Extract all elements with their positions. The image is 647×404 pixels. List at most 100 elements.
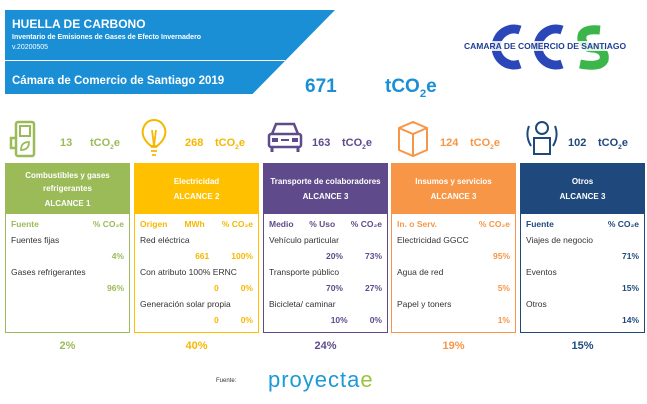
category-share: 24%: [314, 340, 337, 352]
table-cell: 100%: [231, 251, 253, 261]
table-row-values: 15%: [526, 280, 639, 296]
column-headers: Medio % Uso % CO₂e: [269, 216, 382, 232]
table-row-label: Electricidad GGCC: [397, 235, 469, 245]
category-title: Transporte de colaboradores: [270, 177, 381, 186]
scope-card-header: Otros ALCANCE 3: [521, 164, 644, 214]
scope-card-header: Electricidad ALCANCE 2: [135, 164, 258, 214]
table-row-values: 5%: [397, 280, 510, 296]
column-headers: In. o Serv. % CO₂e: [397, 216, 510, 232]
table-cell: 0%: [369, 315, 382, 325]
column-header: Medio: [269, 219, 294, 229]
table-cell: 95%: [492, 251, 510, 261]
column-headers: Fuente % CO₂e: [11, 216, 124, 232]
scope-card-header: Insumos y servicios ALCANCE 3: [392, 164, 515, 214]
total-unit: tCO2e: [385, 76, 437, 100]
column-header: MWh: [184, 219, 205, 229]
table-row-values: 10% 0%: [269, 312, 382, 328]
table-cell: 661: [195, 251, 210, 261]
table-row-values: 96%: [11, 280, 124, 296]
table-row-label: Agua de red: [397, 267, 444, 277]
category-share: 2%: [59, 340, 76, 352]
scope-card: Otros ALCANCE 3 Fuente % CO₂e Viajes de neg…: [520, 163, 645, 333]
table-row-label: Con atributo 100% ERNC: [140, 267, 237, 277]
table-cell: 1%: [497, 315, 510, 325]
column-header: In. o Serv.: [397, 219, 437, 229]
column-header: Origen: [140, 219, 168, 229]
table-cell: 0%: [240, 315, 253, 325]
category-title: Insumos y servicios: [415, 177, 492, 186]
table-cell: 4%: [111, 251, 124, 261]
scope-card: Electricidad ALCANCE 2 Origen MWh % CO₂e Red…: [134, 163, 259, 333]
table-row-values: 95%: [397, 248, 510, 264]
scope-card-header: Transporte de colaboradores ALCANCE 3: [264, 164, 387, 214]
scope-label: ALCANCE 2: [173, 192, 220, 201]
table-row-label: Gases refrigerantes: [11, 267, 86, 277]
table-row-values: 0 0%: [140, 280, 253, 296]
column-header: % CO₂e: [478, 219, 510, 229]
ccs-logo: CAMARA DE COMERCIO DE SANTIAGO: [462, 22, 632, 72]
table-cell: 14%: [621, 315, 639, 325]
category-share: 19%: [442, 340, 465, 352]
scope-label: ALCANCE 3: [430, 192, 477, 201]
category-title: Electricidad: [173, 177, 220, 186]
category-unit: tCO2e: [215, 137, 245, 152]
table-cell: 96%: [106, 283, 124, 293]
category-unit: tCO2e: [470, 137, 500, 152]
table-cell: 15%: [621, 283, 639, 293]
scope-card: Transporte de colaboradores ALCANCE 3 Med…: [263, 163, 388, 333]
table-cell: 73%: [364, 251, 382, 261]
report-title: HUELLA DE CARBONO: [12, 17, 146, 31]
table-row-label: Generación solar propia: [140, 299, 231, 309]
total-emissions: 671: [305, 76, 337, 97]
table-row-values: 4%: [11, 248, 124, 264]
table-row-values: 70% 27%: [269, 280, 382, 296]
table-cell: 0%: [240, 283, 253, 293]
category-share: 15%: [571, 340, 594, 352]
organization-year: Cámara de Comercio de Santiago 2019: [12, 75, 225, 87]
category-title: Otros: [571, 177, 594, 186]
category-unit: tCO2e: [598, 137, 628, 152]
column-header: % CO₂e: [607, 219, 639, 229]
table-row-values: 1%: [397, 312, 510, 328]
column-header: Fuente: [526, 219, 554, 229]
category-share: 40%: [185, 340, 208, 352]
table-cell: 0: [213, 283, 219, 293]
category-emissions: 124: [440, 137, 459, 149]
table-row-label: Transporte público: [269, 267, 340, 277]
fuel-pump-leaf-icon: [9, 120, 36, 158]
table-row-values: 0 0%: [140, 312, 253, 328]
scope-label: ALCANCE 1: [44, 198, 91, 208]
proyectae-logo: proyectae: [268, 367, 374, 392]
category-unit: tCO2e: [90, 137, 120, 152]
column-header: Fuente: [11, 219, 39, 229]
car-icon: [267, 122, 303, 152]
table-row-label: Vehículo particular: [269, 235, 339, 245]
table-row-values: 20% 73%: [269, 248, 382, 264]
table-row-label: Red eléctrica: [140, 235, 190, 245]
column-header: % CO₂e: [221, 219, 253, 229]
table-cell: 27%: [364, 283, 382, 293]
table-row-values: 71%: [526, 248, 639, 264]
column-header: % CO₂e: [350, 219, 382, 229]
gear-box-cycle-icon: [526, 121, 558, 155]
box-icon: [398, 120, 428, 158]
table-row-label: Viajes de negocio: [526, 235, 593, 245]
table-cell: 20%: [325, 251, 343, 261]
scope-card: Insumos y servicios ALCANCE 3 In. o Serv.…: [391, 163, 516, 333]
column-headers: Origen MWh % CO₂e: [140, 216, 253, 232]
table-row-label: Bicicleta/ caminar: [269, 299, 336, 309]
report-subtitle: Inventario de Emisiones de Gases de Efec…: [12, 34, 202, 41]
table-cell: 71%: [621, 251, 639, 261]
column-header: % Uso: [309, 219, 336, 229]
table-row-label: Papel y toners: [397, 299, 452, 309]
table-cell: 10%: [330, 315, 348, 325]
category-unit: tCO2e: [342, 137, 372, 152]
table-cell: 70%: [325, 283, 343, 293]
scope-card-header: Combustibles y gases refrigerantes ALCANC…: [6, 164, 129, 214]
report-version: v.20200505: [12, 44, 49, 51]
table-row-label: Eventos: [526, 267, 557, 277]
category-emissions: 163: [312, 137, 331, 149]
scope-card: Combustibles y gases refrigerantes ALCANC…: [5, 163, 130, 333]
table-cell: 0: [213, 315, 219, 325]
table-row-values: 14%: [526, 312, 639, 328]
